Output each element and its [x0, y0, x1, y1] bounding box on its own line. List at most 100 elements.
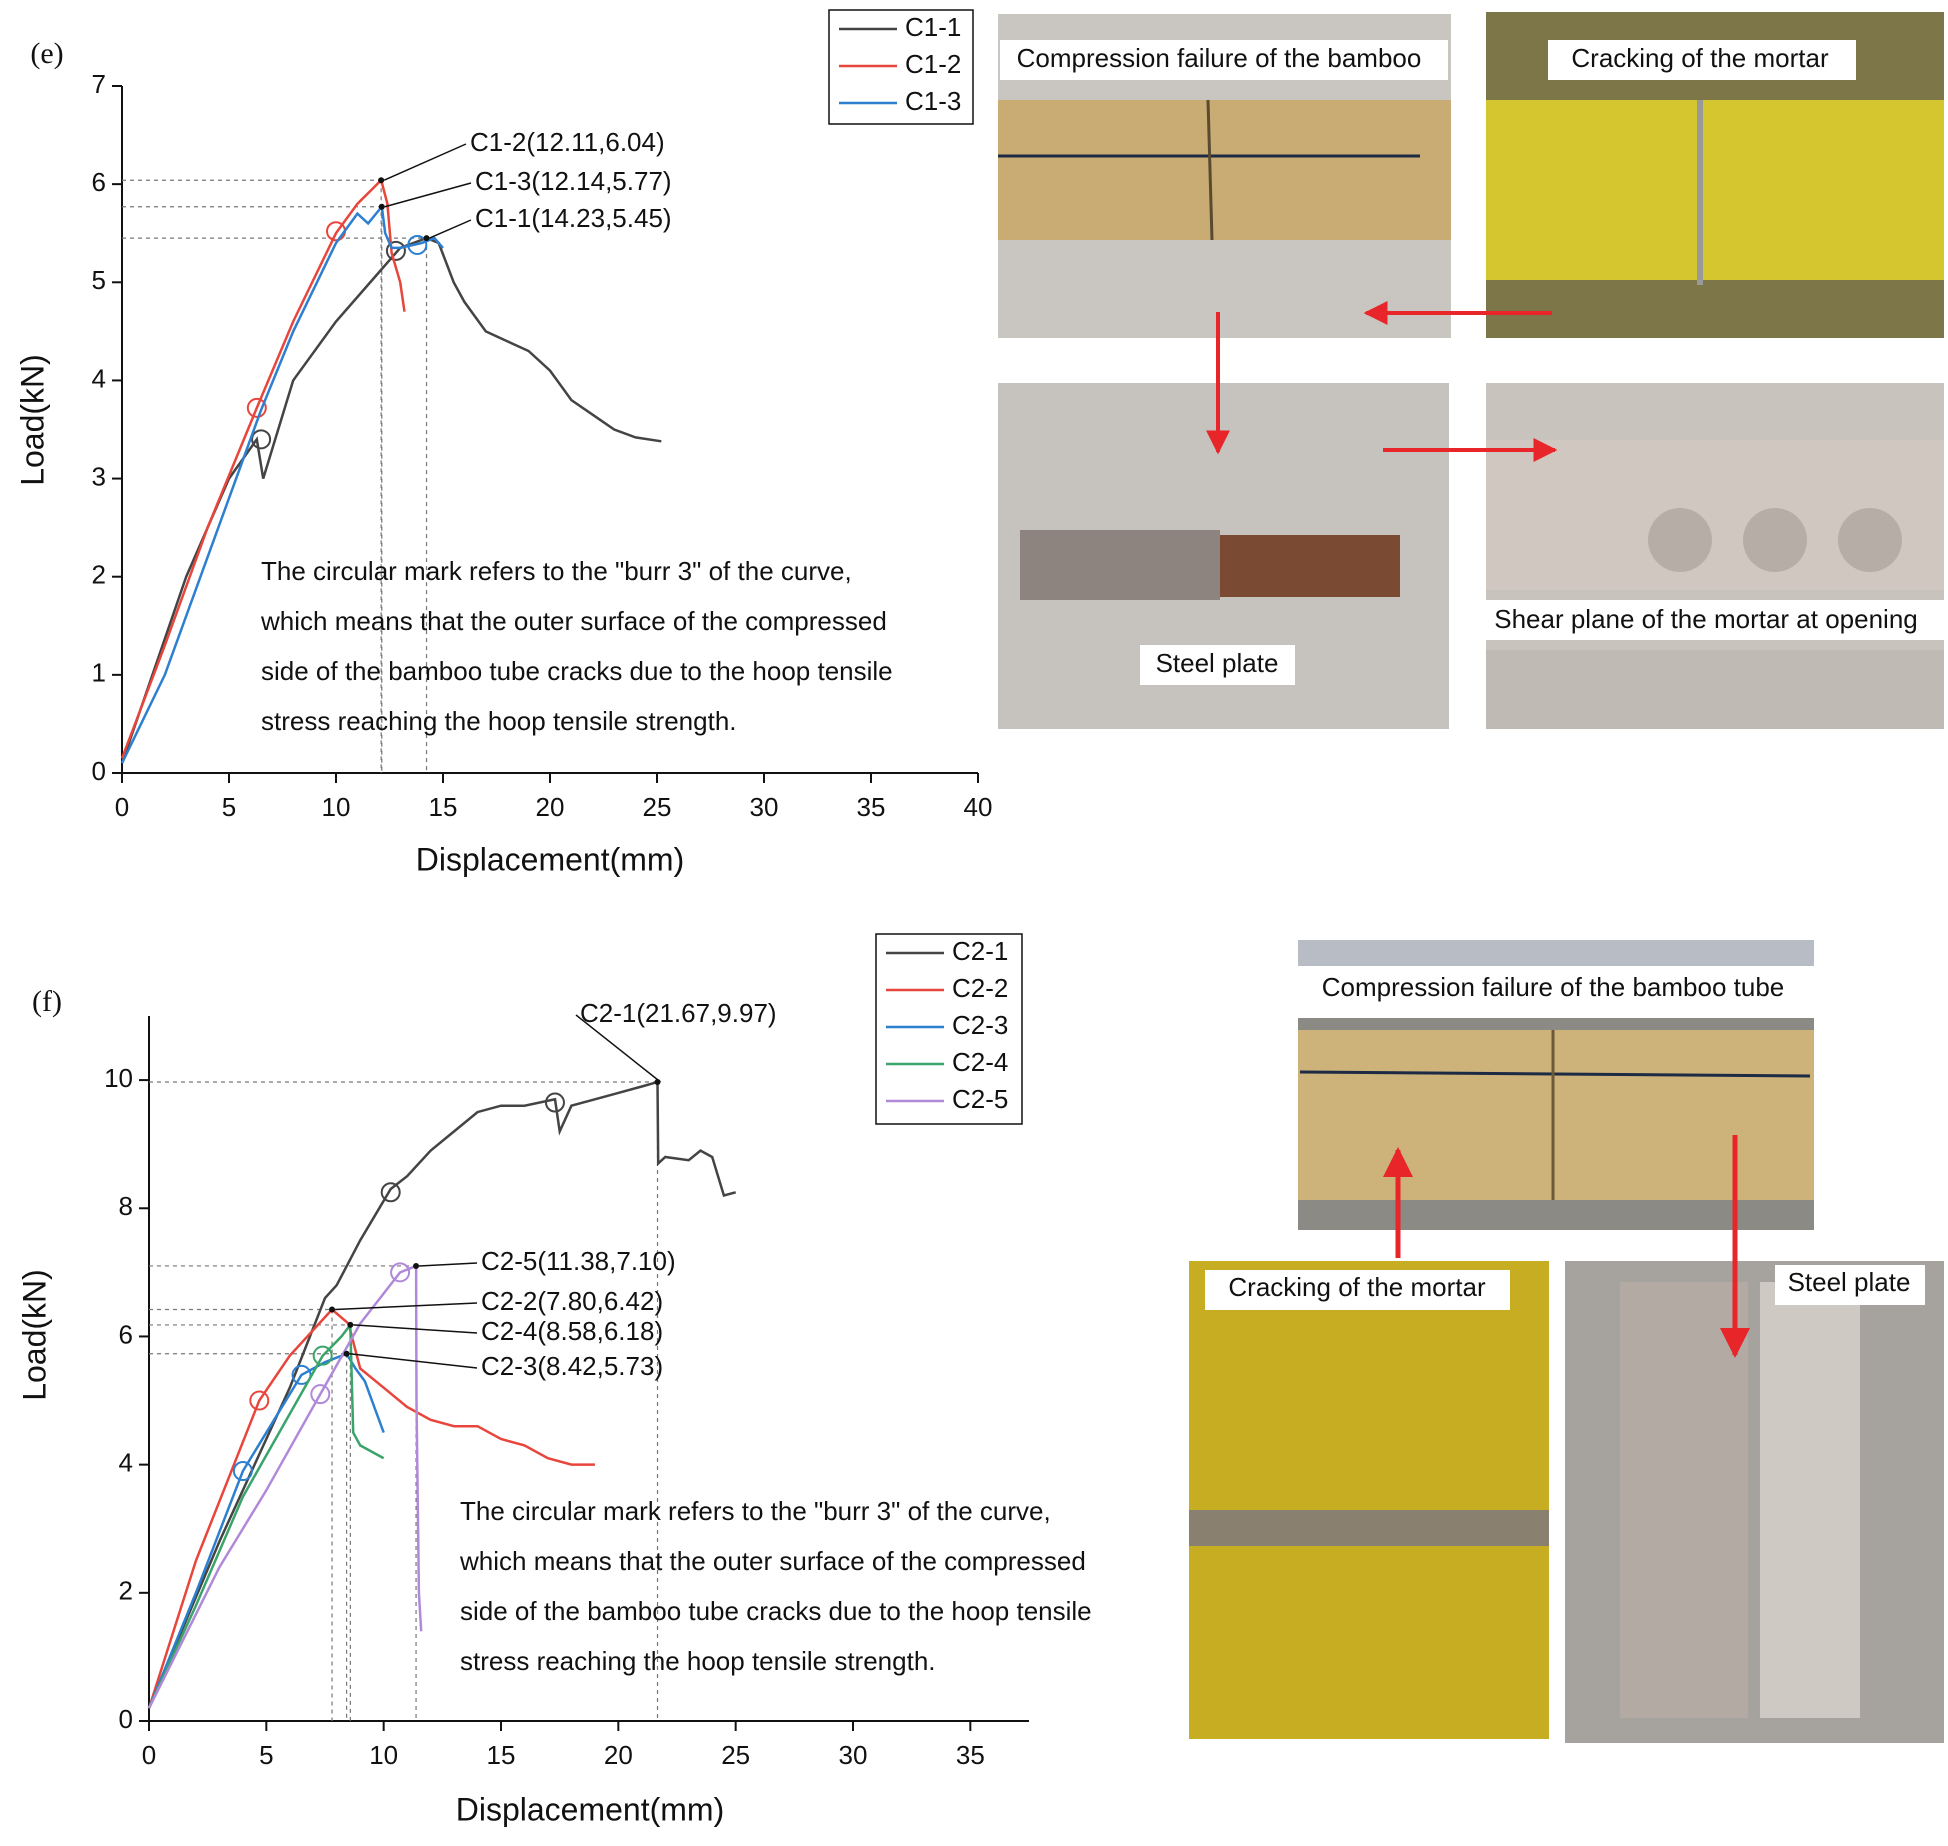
caption-bg	[1140, 645, 1295, 685]
callout-point	[413, 1262, 420, 1269]
burr-marker	[544, 1092, 565, 1113]
photo-caption: Steel plate	[1788, 1267, 1911, 1297]
caption-bg	[1775, 1265, 1925, 1305]
series-line	[147, 1352, 385, 1709]
x-tick-label: 0	[115, 792, 129, 822]
legend-label: C2-1	[952, 936, 1008, 966]
annotation: which means that the outer surface of th…	[459, 1546, 1086, 1576]
photo-caption: Compression failure of the bamboo tube	[1322, 972, 1785, 1002]
y-tick-label: 7	[92, 69, 106, 99]
callout-point	[654, 1079, 661, 1086]
callout-label: C2-5(11.38,7.10)	[481, 1246, 676, 1276]
x-tick-label: 10	[322, 792, 351, 822]
burr-marker	[407, 234, 428, 255]
annotation: side of the bamboo tube cracks due to th…	[261, 656, 893, 686]
x-tick-label: 5	[222, 792, 236, 822]
callout-label: C2-3(8.42,5.73)	[481, 1351, 663, 1381]
photo-caption: Cracking of the mortar	[1571, 43, 1829, 73]
callout-point	[423, 235, 430, 242]
callout-arrow	[384, 182, 472, 208]
photo-bamboo	[998, 100, 1451, 240]
series-line	[147, 1080, 737, 1709]
y-tick-label: 6	[119, 1319, 133, 1349]
legend-label: C1-1	[905, 12, 961, 42]
series-line	[120, 236, 662, 764]
burr-marker	[246, 397, 267, 418]
caption-bg	[1205, 1270, 1510, 1310]
callout-arrow	[429, 219, 472, 239]
photo-detail	[1743, 508, 1807, 572]
callout-point	[378, 177, 385, 184]
photo-yellow-tube	[1486, 100, 1944, 280]
photo-detail	[1648, 508, 1712, 572]
burr-marker	[385, 240, 406, 261]
y-tick-label: 4	[119, 1448, 133, 1478]
y-tick-label: 8	[119, 1191, 133, 1221]
x-tick-label: 15	[487, 1740, 516, 1770]
x-tick-label: 0	[142, 1740, 156, 1770]
burr-marker	[249, 1390, 270, 1411]
legend-label: C2-4	[952, 1047, 1008, 1077]
annotation: side of the bamboo tube cracks due to th…	[460, 1596, 1092, 1626]
photo-caption: Cracking of the mortar	[1228, 1272, 1486, 1302]
callout-label: C2-4(8.58,6.18)	[481, 1316, 663, 1346]
callout-label: C1-1(14.23,5.45)	[475, 203, 672, 233]
callout-label: C1-3(12.14,5.77)	[475, 166, 672, 196]
photo-caption: Compression failure of the bamboo	[1017, 43, 1422, 73]
photo-detail	[1760, 1282, 1860, 1718]
photo-caption: Steel plate	[1156, 648, 1279, 678]
x-tick-label: 30	[750, 792, 779, 822]
x-tick-label: 15	[429, 792, 458, 822]
photo-detail	[1220, 535, 1400, 597]
caption-bg	[1548, 40, 1856, 80]
x-tick-label: 10	[369, 1740, 398, 1770]
series-line	[120, 177, 406, 759]
photo-detail	[1020, 530, 1220, 600]
annotation: which means that the outer surface of th…	[260, 606, 887, 636]
y-axis-title: Load(kN)	[14, 354, 50, 486]
photos-e: Compression failure of the bamboo Cracki…	[998, 12, 1944, 729]
y-axis-title: Load(kN)	[16, 1269, 52, 1401]
legend-label: C2-2	[952, 973, 1008, 1003]
callout-arrow	[353, 1324, 478, 1334]
burr-marker	[390, 1262, 411, 1283]
legend-label: C1-2	[905, 49, 961, 79]
legend-label: C2-3	[952, 1010, 1008, 1040]
photo-detail	[1206, 99, 1214, 241]
photo-detail	[1299, 1070, 1811, 1078]
x-tick-label: 5	[259, 1740, 273, 1770]
callout-point	[343, 1350, 350, 1357]
photo	[1298, 940, 1814, 966]
y-tick-label: 2	[119, 1576, 133, 1606]
x-tick-label: 35	[857, 792, 886, 822]
annotation: stress reaching the hoop tensile strengt…	[261, 706, 737, 736]
photo-detail	[1620, 1282, 1748, 1718]
annotation: The circular mark refers to the "burr 3"…	[261, 556, 852, 586]
photo-yellow-tube	[1189, 1261, 1549, 1739]
series-line	[147, 1321, 385, 1709]
callout-arrow	[349, 1353, 478, 1369]
x-tick-label: 25	[643, 792, 672, 822]
x-axis-title: Displacement(mm)	[456, 1791, 724, 1827]
burr-marker	[312, 1345, 333, 1366]
photos-f: Compression failure of the bamboo tube C…	[1189, 940, 1944, 1743]
x-tick-label: 25	[721, 1740, 750, 1770]
callout-label: C1-2(12.11,6.04)	[470, 127, 665, 157]
legend-label: C1-3	[905, 86, 961, 116]
photo-caption: Shear plane of the mortar at opening	[1494, 604, 1918, 634]
caption-bg	[1486, 600, 1944, 640]
y-tick-label: 10	[104, 1063, 133, 1093]
y-tick-label: 6	[92, 167, 106, 197]
callout-label: C2-2(7.80,6.42)	[481, 1286, 663, 1316]
panel-label: (f)	[32, 985, 62, 1018]
burr-marker	[251, 429, 272, 450]
legend-box	[875, 933, 1023, 1125]
annotation: The circular mark refers to the "burr 3"…	[460, 1496, 1051, 1526]
x-tick-label: 35	[956, 1740, 985, 1770]
panel-label: (e)	[30, 37, 63, 70]
y-tick-label: 2	[92, 560, 106, 590]
x-tick-label: 40	[964, 792, 993, 822]
y-tick-label: 1	[92, 658, 106, 688]
photo-detail	[1838, 508, 1902, 572]
caption-bg	[1000, 40, 1448, 80]
